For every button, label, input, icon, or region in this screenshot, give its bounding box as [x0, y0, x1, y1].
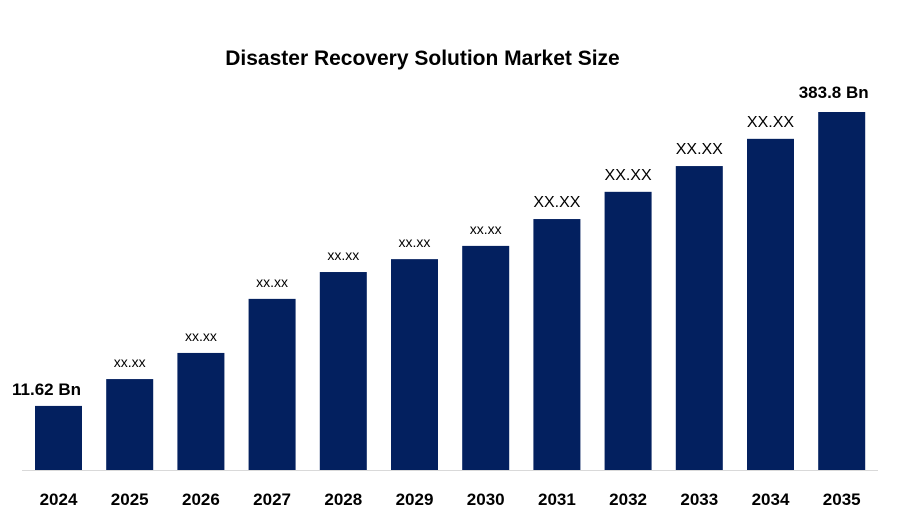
bar-2029	[391, 259, 438, 470]
chart-title: Disaster Recovery Solution Market Size	[225, 47, 620, 70]
bar-2032	[604, 191, 652, 471]
data-label: xx.xx	[327, 247, 359, 263]
x-tick-label: 2030	[467, 490, 505, 509]
data-label: xx.xx	[185, 328, 217, 344]
x-tick-label: 2028	[324, 490, 362, 509]
x-tick-label: 2035	[823, 490, 861, 509]
bar-2030	[462, 245, 510, 470]
x-tick-label: 2026	[182, 490, 220, 509]
x-tick-label: 2034	[752, 490, 790, 509]
bar-2031	[533, 219, 581, 470]
x-tick-label: 2025	[111, 490, 149, 509]
data-label: XX.XX	[533, 194, 580, 211]
x-tick-label: 2024	[40, 490, 78, 509]
bar-2035	[818, 112, 866, 470]
bar-2025	[106, 379, 154, 470]
data-label: 11.62 Bn	[12, 380, 81, 399]
x-tick-label: 2033	[680, 490, 718, 509]
data-label: 383.8 Bn	[799, 83, 869, 102]
data-label: XX.XX	[747, 114, 794, 131]
data-label: xx.xx	[256, 274, 288, 290]
x-tick-label: 2031	[538, 490, 576, 509]
data-label: XX.XX	[676, 141, 723, 158]
data-label: xx.xx	[114, 354, 146, 370]
bar-2024	[35, 405, 82, 470]
bar-2033	[675, 166, 723, 471]
bar-2028	[319, 272, 367, 470]
bar-2034	[747, 138, 794, 470]
data-label: XX.XX	[605, 167, 652, 184]
x-tick-label: 2032	[609, 490, 647, 509]
x-tick-label: 2027	[253, 490, 291, 509]
bar-2026	[177, 352, 225, 470]
x-tick-label: 2029	[396, 490, 434, 509]
data-label: xx.xx	[399, 234, 431, 250]
data-label: xx.xx	[470, 221, 502, 237]
bar-2027	[248, 298, 296, 470]
